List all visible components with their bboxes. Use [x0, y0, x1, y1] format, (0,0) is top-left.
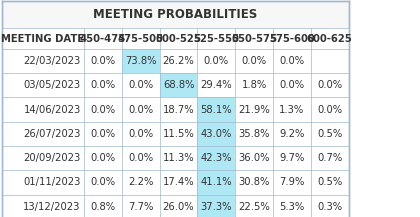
- Text: 36.0%: 36.0%: [239, 153, 270, 163]
- Text: 11.5%: 11.5%: [163, 129, 194, 139]
- Bar: [2, 122, 349, 146]
- Bar: [2, 49, 349, 73]
- Text: 475-500: 475-500: [118, 33, 164, 44]
- Text: 26.0%: 26.0%: [163, 202, 194, 212]
- Text: 0.8%: 0.8%: [90, 202, 116, 212]
- Text: 11.3%: 11.3%: [163, 153, 194, 163]
- Text: MEETING DATE: MEETING DATE: [2, 33, 84, 44]
- Bar: [2, 195, 349, 217]
- Bar: [160, 73, 197, 97]
- Bar: [197, 97, 235, 122]
- Text: 03/05/2023: 03/05/2023: [24, 80, 81, 90]
- Text: 21.9%: 21.9%: [238, 105, 270, 115]
- Text: 26.2%: 26.2%: [163, 56, 194, 66]
- Text: 29.4%: 29.4%: [200, 80, 232, 90]
- Bar: [2, 170, 349, 195]
- Bar: [197, 195, 235, 217]
- Bar: [2, 1, 349, 28]
- Text: 0.0%: 0.0%: [279, 80, 304, 90]
- Text: 0.0%: 0.0%: [90, 105, 116, 115]
- Text: 43.0%: 43.0%: [201, 129, 232, 139]
- Text: 450-475: 450-475: [80, 33, 126, 44]
- Text: 58.1%: 58.1%: [200, 105, 232, 115]
- Text: 13/12/2023: 13/12/2023: [23, 202, 81, 212]
- Text: 0.0%: 0.0%: [128, 80, 153, 90]
- Text: 600-625: 600-625: [307, 33, 352, 44]
- Text: 01/11/2023: 01/11/2023: [23, 178, 81, 187]
- Text: 9.2%: 9.2%: [279, 129, 304, 139]
- Text: 0.0%: 0.0%: [128, 105, 153, 115]
- Text: 26/07/2023: 26/07/2023: [23, 129, 81, 139]
- Text: 18.7%: 18.7%: [163, 105, 194, 115]
- Bar: [2, 97, 349, 122]
- Text: 0.0%: 0.0%: [128, 129, 153, 139]
- Text: 0.0%: 0.0%: [128, 153, 153, 163]
- Text: 7.9%: 7.9%: [279, 178, 304, 187]
- Bar: [2, 73, 349, 97]
- Text: 525-550: 525-550: [193, 33, 239, 44]
- Text: 0.0%: 0.0%: [90, 178, 116, 187]
- Text: 22/03/2023: 22/03/2023: [24, 56, 81, 66]
- Bar: [197, 170, 235, 195]
- Text: 0.0%: 0.0%: [241, 56, 267, 66]
- Text: 30.8%: 30.8%: [239, 178, 270, 187]
- Text: 0.0%: 0.0%: [90, 80, 116, 90]
- Text: 1.8%: 1.8%: [241, 80, 267, 90]
- Text: 500-525: 500-525: [156, 33, 201, 44]
- Text: 22.5%: 22.5%: [238, 202, 270, 212]
- Text: 0.5%: 0.5%: [317, 178, 342, 187]
- Text: 37.3%: 37.3%: [201, 202, 232, 212]
- Text: 17.4%: 17.4%: [163, 178, 194, 187]
- Text: 73.8%: 73.8%: [125, 56, 157, 66]
- Text: 550-575: 550-575: [231, 33, 277, 44]
- Text: 0.0%: 0.0%: [90, 129, 116, 139]
- Text: 20/09/2023: 20/09/2023: [24, 153, 81, 163]
- Text: 0.0%: 0.0%: [90, 56, 116, 66]
- Text: 7.7%: 7.7%: [128, 202, 153, 212]
- Text: 1.3%: 1.3%: [279, 105, 304, 115]
- Text: 0.7%: 0.7%: [317, 153, 342, 163]
- Bar: [2, 1, 349, 217]
- Text: 0.0%: 0.0%: [317, 80, 342, 90]
- Bar: [2, 146, 349, 170]
- Bar: [197, 146, 235, 170]
- Text: MEETING PROBABILITIES: MEETING PROBABILITIES: [93, 8, 257, 21]
- Text: 2.2%: 2.2%: [128, 178, 153, 187]
- Bar: [2, 28, 349, 49]
- Text: 35.8%: 35.8%: [239, 129, 270, 139]
- Text: 0.0%: 0.0%: [90, 153, 116, 163]
- Text: 41.1%: 41.1%: [200, 178, 232, 187]
- Text: 14/06/2023: 14/06/2023: [24, 105, 81, 115]
- Text: 0.0%: 0.0%: [317, 105, 342, 115]
- Text: 9.7%: 9.7%: [279, 153, 304, 163]
- Text: 42.3%: 42.3%: [201, 153, 232, 163]
- Text: 575-600: 575-600: [269, 33, 315, 44]
- Text: 0.0%: 0.0%: [204, 56, 229, 66]
- Bar: [197, 122, 235, 146]
- Text: 0.3%: 0.3%: [317, 202, 342, 212]
- Text: 5.3%: 5.3%: [279, 202, 304, 212]
- Text: 68.8%: 68.8%: [163, 80, 194, 90]
- Text: 0.0%: 0.0%: [279, 56, 304, 66]
- Bar: [122, 49, 160, 73]
- Text: 0.5%: 0.5%: [317, 129, 342, 139]
